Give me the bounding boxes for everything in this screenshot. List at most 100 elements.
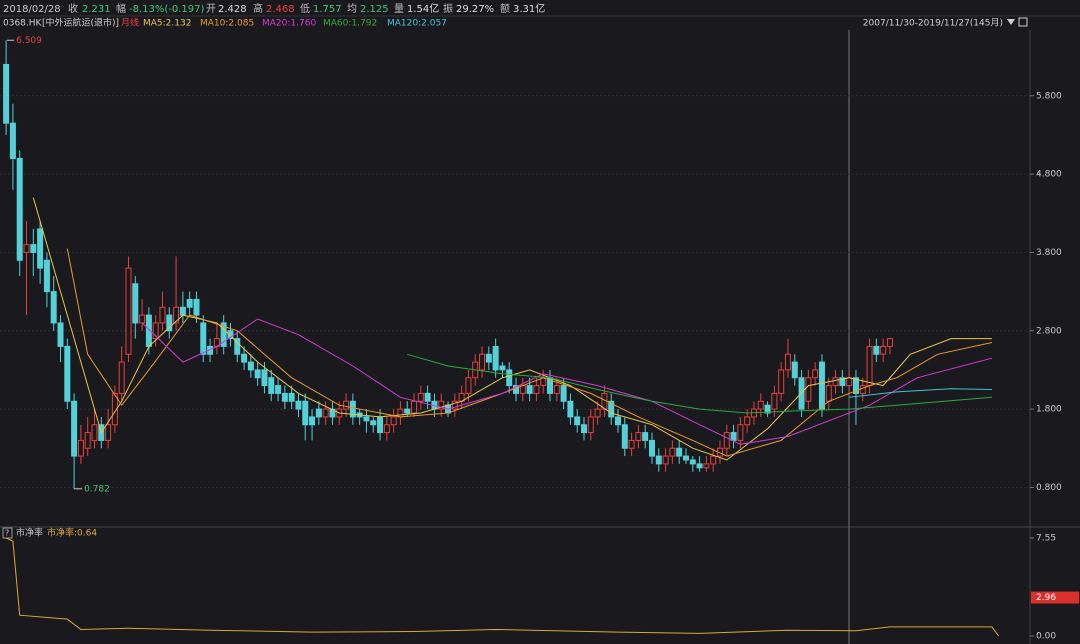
candle-body [37,228,44,269]
candle-body [682,455,689,461]
candle-body [669,447,676,457]
candle-body [424,392,431,402]
candle-body [880,345,887,355]
series-line [5,537,1000,637]
info-value: 2.468 [266,4,295,15]
candle-body [723,432,730,449]
candle-body [812,369,819,379]
info-label: 量 [394,3,404,15]
candle-body [30,244,37,253]
candle-body [411,400,418,414]
candle-body [764,404,771,414]
candle-body [873,345,880,355]
candle-body [16,157,23,261]
candle-body [438,400,445,410]
candle-body [9,122,16,159]
info-value: 29.27% [456,4,494,15]
candle-body [492,345,499,371]
candle-body [200,322,207,355]
candle-body [886,338,893,347]
candle-body [825,385,832,402]
candle-body [77,439,84,457]
window-icon[interactable] [1018,17,1028,27]
candle-body [832,377,839,387]
candle-body [173,306,180,324]
candle-body [533,385,540,394]
candle-body [322,408,329,418]
candle-body [615,416,621,426]
candle-body [118,361,125,394]
candle-body [91,424,98,441]
candle-body [581,424,588,434]
y-tick-label: 3.800 [1036,248,1062,258]
info-value: 3.31亿 [513,2,545,15]
candle-body [676,447,683,457]
candle-body [43,259,50,293]
date-range[interactable]: 2007/11/30-2019/11/27(145月) [863,18,1003,29]
help-icon[interactable] [2,527,13,539]
info-value: 2.125 [360,4,389,15]
candle-body [839,377,846,387]
max-annotation: 6.509 [16,36,42,46]
candle-body [866,345,873,387]
candle-body [846,377,853,387]
candle-body [771,392,778,410]
candle-body [818,361,825,410]
candle-body [390,416,397,426]
candle-body [696,463,703,469]
info-value: 1.54亿 [407,2,439,15]
candle-body [852,377,859,394]
y-tick-label: 5.800 [1036,91,1062,101]
y-tick-label: 4.800 [1036,170,1062,180]
candle-body [3,63,10,124]
candle-body [479,353,486,371]
candle-body [417,392,424,402]
candle-body [84,432,91,449]
candle-body [309,416,316,426]
candle-body [159,306,166,324]
candle-body [608,400,615,418]
value-marker [1031,591,1079,604]
candle-body [295,400,302,410]
series-line [849,388,992,398]
info-label: 低 [300,2,310,15]
legend-entry: MA5:2.132 [143,19,191,29]
stock-code: 0368.HK [3,19,43,29]
candle-body [383,424,390,434]
candle-body [329,408,336,418]
candle-body [397,408,404,418]
info-value: -8.13%(-0.197) [129,4,205,15]
candle-body [621,424,628,449]
candle-body [349,400,356,418]
candle-body [655,455,662,465]
candle-body [805,377,812,402]
legend-entry: MA60:1.792 [323,19,377,29]
candle-body [730,432,737,441]
candle-body [139,314,146,324]
candle-body [179,306,186,316]
candle-body [152,322,159,340]
candle-body [744,416,751,426]
candle-body [125,267,132,355]
candle-body [499,365,506,371]
candle-body [710,455,717,465]
candle-body [404,408,411,414]
info-label: 开 [206,4,216,15]
info-label: 均 [347,3,357,15]
candle-body [628,439,635,449]
candle-body [370,420,377,426]
candle-body [220,322,227,347]
candle-body [703,463,710,469]
value-marker-label: 2.96 [1036,593,1056,603]
series-line [66,248,993,457]
candle-body [594,408,601,418]
series-line [141,318,993,445]
candle-body [132,283,139,324]
legend-entry: MA10:2.085 [200,19,254,29]
date: 2018/02/28 [3,4,61,15]
dropdown-icon[interactable] [1007,19,1015,25]
candle-body [234,338,241,355]
info-label: 高 [253,2,263,15]
candle-body [567,400,574,418]
candle-body [193,298,200,316]
